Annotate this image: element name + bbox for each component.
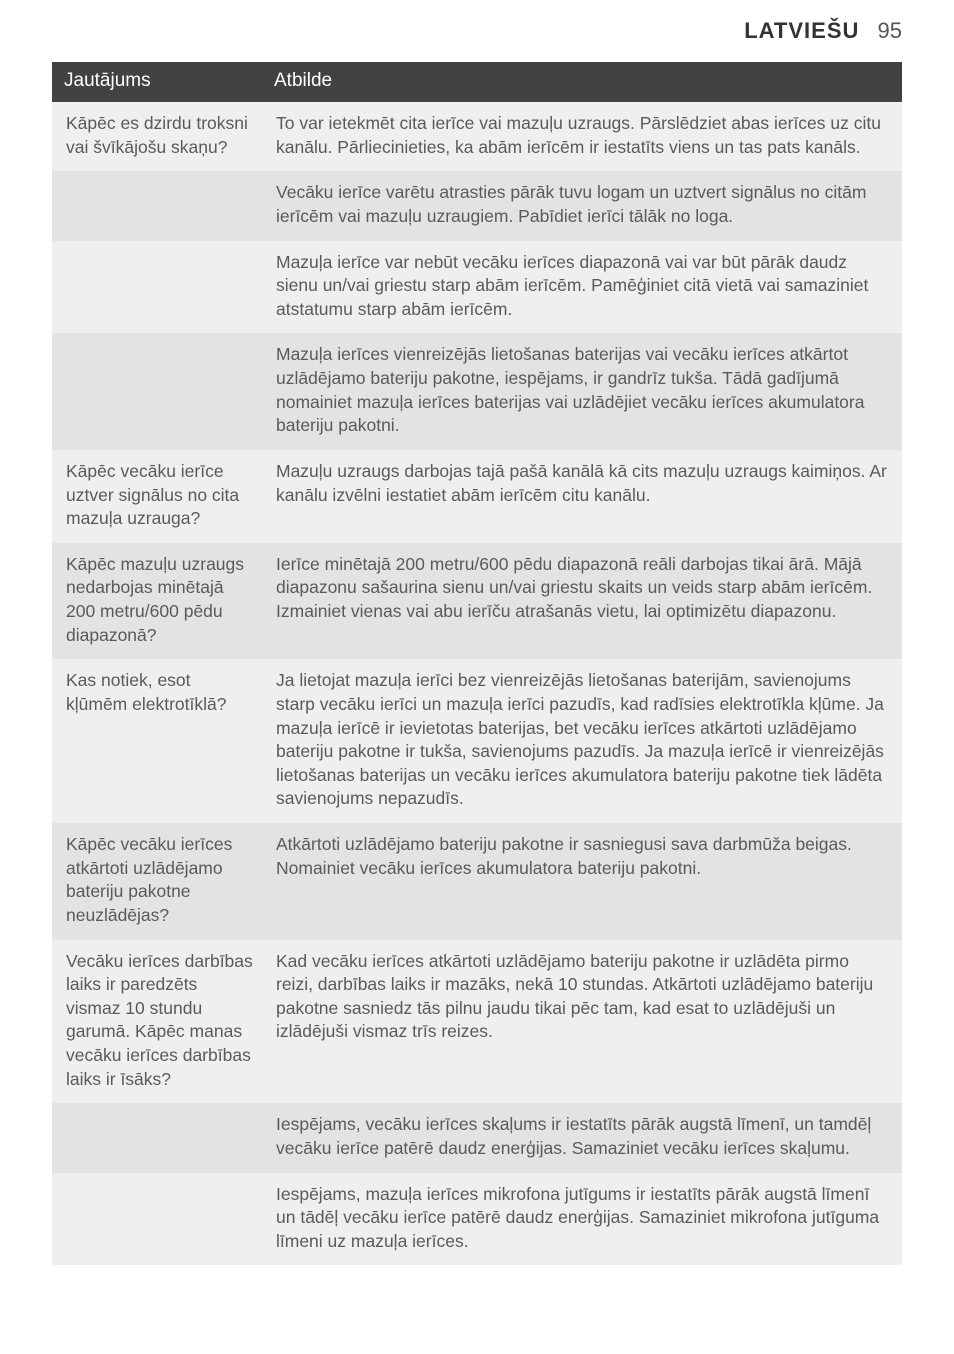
- answer-cell: Ierīce minētajā 200 metru/600 pēdu diapa…: [262, 543, 902, 660]
- question-cell: [52, 241, 262, 334]
- table-row: Kāpēc vecāku ierīce uztver signālus no c…: [52, 450, 902, 543]
- question-cell: [52, 333, 262, 450]
- question-cell: Kāpēc vecāku ierīces atkārtoti uzlādējam…: [52, 823, 262, 940]
- table-row: Kāpēc mazuļu uzraugs nedarbojas minētajā…: [52, 543, 902, 660]
- table-header-row: Jautājums Atbilde: [52, 62, 902, 102]
- question-cell: Kāpēc mazuļu uzraugs nedarbojas minētajā…: [52, 543, 262, 660]
- answer-cell: To var ietekmēt cita ierīce vai mazuļu u…: [262, 102, 902, 171]
- column-header-answer: Atbilde: [262, 62, 902, 102]
- answer-cell: Mazuļa ierīce var nebūt vecāku ierīces d…: [262, 241, 902, 334]
- question-cell: Kāpēc vecāku ierīce uztver signālus no c…: [52, 450, 262, 543]
- page-header: LATVIEŠU 95: [52, 18, 902, 44]
- answer-cell: Iespējams, mazuļa ierīces mikrofona jutī…: [262, 1173, 902, 1266]
- language-label: LATVIEŠU: [744, 18, 859, 43]
- answer-cell: Ja lietojat mazuļa ierīci bez vienreizēj…: [262, 659, 902, 823]
- question-cell: Kāpēc es dzirdu troksni vai švīkājošu sk…: [52, 102, 262, 171]
- question-cell: [52, 171, 262, 240]
- column-header-question: Jautājums: [52, 62, 262, 102]
- answer-cell: Mazuļu uzraugs darbojas tajā pašā kanālā…: [262, 450, 902, 543]
- table-row: Vecāku ierīce varētu atrasties pārāk tuv…: [52, 171, 902, 240]
- table-row: Kāpēc es dzirdu troksni vai švīkājošu sk…: [52, 102, 902, 171]
- answer-cell: Kad vecāku ierīces atkārtoti uzlādējamo …: [262, 940, 902, 1104]
- answer-cell: Vecāku ierīce varētu atrasties pārāk tuv…: [262, 171, 902, 240]
- table-row: Vecāku ierīces darbības laiks ir paredzē…: [52, 940, 902, 1104]
- table-row: Kāpēc vecāku ierīces atkārtoti uzlādējam…: [52, 823, 902, 940]
- answer-cell: Iespējams, vecāku ierīces skaļums ir ies…: [262, 1103, 902, 1172]
- faq-table: Jautājums Atbilde Kāpēc es dzirdu troksn…: [52, 62, 902, 1265]
- page-number: 95: [878, 18, 902, 43]
- question-cell: Vecāku ierīces darbības laiks ir paredzē…: [52, 940, 262, 1104]
- table-row: Iespējams, mazuļa ierīces mikrofona jutī…: [52, 1173, 902, 1266]
- question-cell: [52, 1173, 262, 1266]
- table-row: Mazuļa ierīce var nebūt vecāku ierīces d…: [52, 241, 902, 334]
- answer-cell: Atkārtoti uzlādējamo bateriju pakotne ir…: [262, 823, 902, 940]
- table-row: Iespējams, vecāku ierīces skaļums ir ies…: [52, 1103, 902, 1172]
- table-row: Mazuļa ierīces vienreizējās lietošanas b…: [52, 333, 902, 450]
- question-cell: Kas notiek, esot kļūmēm elektrotīklā?: [52, 659, 262, 823]
- table-row: Kas notiek, esot kļūmēm elektrotīklā?Ja …: [52, 659, 902, 823]
- answer-cell: Mazuļa ierīces vienreizējās lietošanas b…: [262, 333, 902, 450]
- question-cell: [52, 1103, 262, 1172]
